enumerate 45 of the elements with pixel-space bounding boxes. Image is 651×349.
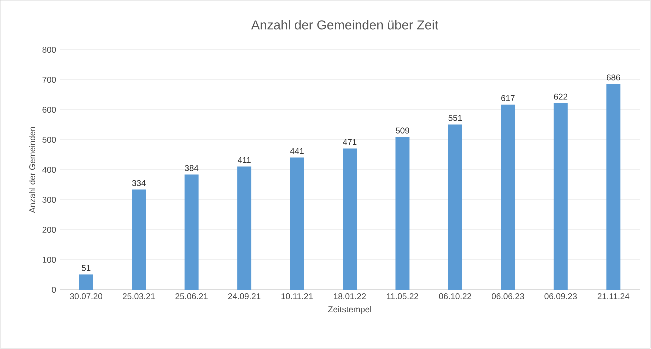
- y-tick-label: 100: [42, 257, 56, 263]
- data-label: 441: [290, 148, 304, 154]
- data-label: 551: [448, 115, 462, 122]
- bar: [184, 174, 199, 290]
- y-tick-label: 200: [42, 227, 56, 233]
- x-tick-label: 25.06.21: [176, 294, 208, 300]
- data-label: 51: [82, 265, 91, 272]
- bar: [290, 158, 304, 290]
- y-tick-label: 800: [42, 47, 56, 53]
- x-tick-label: 11.05.22: [387, 294, 418, 300]
- bar: [554, 103, 568, 290]
- bar: [343, 148, 358, 290]
- y-tick-label: 0: [52, 287, 56, 293]
- bar: [606, 84, 621, 290]
- bar: [238, 166, 252, 290]
- data-label: 622: [554, 94, 568, 100]
- x-tick-label: 06.09.23: [544, 294, 578, 300]
- data-label: 686: [607, 74, 620, 81]
- y-tick-label: 300: [42, 197, 56, 203]
- x-tick-label: 06.06.23: [492, 294, 524, 300]
- x-tick-label: 21.11.24: [598, 294, 630, 300]
- bar: [79, 274, 94, 290]
- y-tick-label: 600: [42, 107, 56, 113]
- x-tick-label: 06.10.22: [439, 294, 472, 300]
- data-label: 471: [343, 139, 357, 146]
- data-label: 509: [396, 128, 410, 134]
- bar: [501, 104, 516, 290]
- data-label: 617: [502, 95, 515, 102]
- x-tick-label: 25.03.21: [123, 294, 156, 300]
- y-axis-title: Anzahl der Gemeinden: [29, 127, 36, 214]
- y-tick-label: 400: [42, 167, 56, 173]
- bar: [448, 124, 462, 290]
- y-tick-label: 500: [42, 137, 56, 143]
- x-tick-label: 24.09.21: [228, 294, 261, 300]
- y-tick-label: 700: [42, 77, 56, 83]
- bar: [132, 190, 146, 290]
- x-axis-title: Zeitstempel: [328, 306, 372, 314]
- data-label: 411: [238, 157, 251, 164]
- x-tick-label: 18.01.22: [334, 294, 366, 300]
- data-label: 384: [185, 165, 199, 172]
- x-tick-label: 30.07.20: [70, 294, 103, 300]
- data-label: 334: [132, 180, 146, 186]
- bar: [396, 137, 410, 290]
- x-tick-label: 10.11.21: [282, 294, 314, 300]
- chart-title: Anzahl der Gemeinden über Zeit: [251, 20, 438, 30]
